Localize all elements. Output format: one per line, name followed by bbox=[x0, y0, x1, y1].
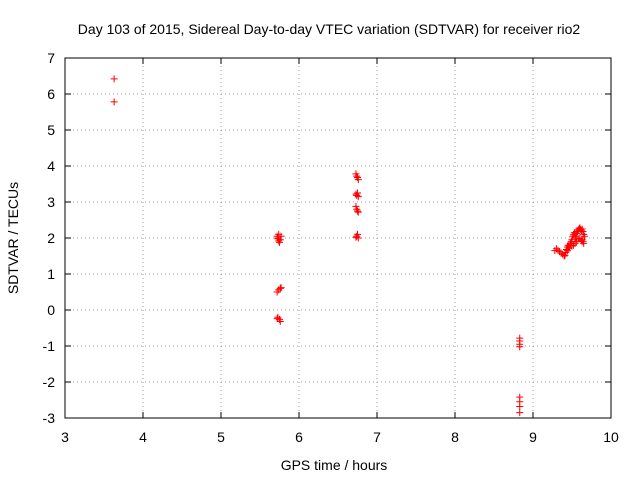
y-axis-label: SDTVAR / TECUs bbox=[5, 182, 21, 294]
y-tick-label: 0 bbox=[47, 302, 55, 318]
data-point bbox=[562, 248, 570, 256]
data-point bbox=[563, 247, 571, 255]
data-point bbox=[579, 238, 587, 246]
y-tick-label: 2 bbox=[47, 230, 55, 246]
x-tick-label: 5 bbox=[217, 429, 225, 445]
axis-ticks bbox=[64, 57, 612, 419]
data-point bbox=[276, 318, 284, 326]
data-point bbox=[353, 172, 361, 180]
data-point bbox=[580, 230, 588, 238]
data-point bbox=[561, 251, 569, 259]
data-point bbox=[274, 234, 282, 242]
y-tick-label: 3 bbox=[47, 194, 55, 210]
y-tick-label: 6 bbox=[47, 86, 55, 102]
data-point bbox=[276, 284, 284, 292]
y-tick-label: -1 bbox=[43, 338, 56, 354]
data-point bbox=[577, 227, 585, 235]
y-tick-label: -2 bbox=[43, 374, 56, 390]
data-point bbox=[516, 343, 524, 351]
data-point bbox=[352, 202, 360, 210]
x-tick-label: 9 bbox=[529, 429, 537, 445]
data-point bbox=[579, 228, 587, 236]
data-point bbox=[565, 245, 573, 253]
data-point bbox=[354, 234, 362, 242]
x-tick-label: 7 bbox=[373, 429, 381, 445]
data-point bbox=[110, 98, 118, 106]
x-tick-label: 8 bbox=[451, 429, 459, 445]
x-tick-label: 6 bbox=[295, 429, 303, 445]
data-point bbox=[516, 402, 524, 410]
data-point bbox=[552, 245, 560, 253]
data-point bbox=[570, 241, 578, 249]
data-point bbox=[353, 205, 361, 213]
data-point bbox=[354, 208, 362, 216]
y-tick-label: 4 bbox=[47, 158, 55, 174]
data-point bbox=[573, 238, 581, 246]
data-point bbox=[557, 249, 565, 257]
chart-title: Day 103 of 2015, Sidereal Day-to-day VTE… bbox=[78, 21, 581, 37]
data-point bbox=[275, 237, 283, 245]
data-point bbox=[570, 230, 578, 238]
y-tick-label: -3 bbox=[43, 410, 56, 426]
data-point bbox=[353, 232, 361, 240]
data-point bbox=[568, 242, 576, 250]
data-point bbox=[516, 409, 524, 417]
y-tick-label: 7 bbox=[47, 50, 55, 66]
data-point bbox=[354, 230, 361, 238]
y-tick-label: 5 bbox=[47, 122, 55, 138]
data-point bbox=[576, 234, 584, 242]
data-point bbox=[354, 176, 362, 184]
data-point bbox=[574, 235, 582, 243]
data-points bbox=[110, 75, 588, 417]
data-point bbox=[354, 189, 361, 197]
x-tick-labels: 3 4 5 6 7 8 9 10 bbox=[61, 429, 619, 445]
data-point bbox=[110, 75, 118, 83]
data-point bbox=[554, 246, 562, 254]
data-point bbox=[560, 252, 568, 260]
data-point bbox=[275, 230, 283, 238]
data-point bbox=[568, 236, 576, 244]
data-point bbox=[277, 284, 285, 292]
y-tick-labels: -3 -2 -1 0 1 2 3 4 5 6 7 bbox=[43, 50, 56, 426]
data-point bbox=[354, 207, 361, 215]
x-tick-label: 4 bbox=[139, 429, 147, 445]
x-tick-label: 3 bbox=[61, 429, 69, 445]
x-tick-label: 10 bbox=[603, 429, 619, 445]
x-axis-label: GPS time / hours bbox=[281, 457, 388, 473]
data-point bbox=[580, 232, 588, 240]
y-tick-label: 1 bbox=[47, 266, 55, 282]
grid bbox=[65, 58, 611, 418]
data-point bbox=[354, 193, 362, 201]
